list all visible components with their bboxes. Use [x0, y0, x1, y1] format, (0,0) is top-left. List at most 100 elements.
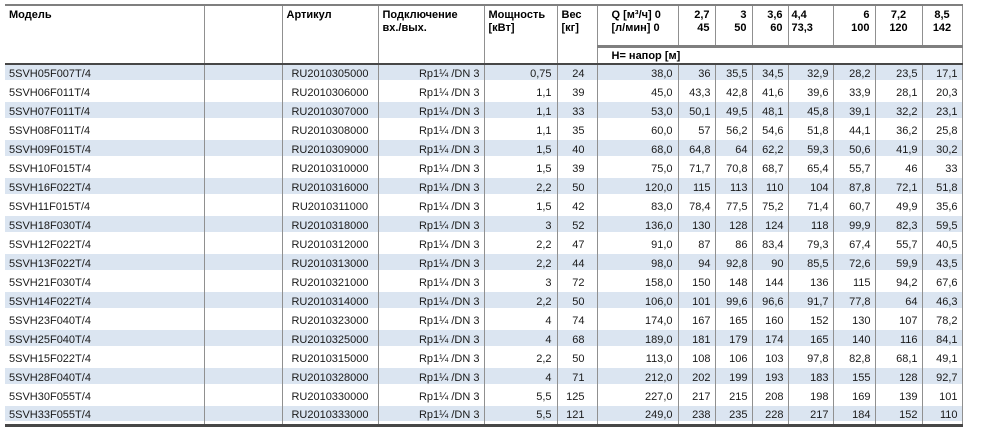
- connection-cell: Rp1¼ /DN 3: [378, 121, 485, 140]
- flow-m3h-value: 7,2: [890, 9, 907, 21]
- table-row: 5SVH28F040T/4 RU2010328000 Rp1¼ /DN 3 4 71 21…: [5, 368, 963, 387]
- head-value-cell: 70,8: [715, 159, 753, 178]
- head-value-cell: 181: [678, 330, 716, 349]
- model-cell: 5SVH10F015T/4: [5, 159, 205, 178]
- weight-cell: 42: [557, 197, 598, 216]
- column-header-spacer: [204, 5, 283, 65]
- article-cell: RU2010305000: [282, 64, 379, 83]
- weight-cell: 74: [557, 311, 598, 330]
- head-value-cell: 128: [715, 216, 753, 235]
- head-value-cell: 198: [788, 387, 834, 406]
- head-at-zero-cell: 227,0: [597, 387, 679, 406]
- head-value-cell: 32,9: [788, 64, 834, 83]
- head-value-cell: 35,5: [715, 64, 753, 83]
- head-value-cell: 41,6: [752, 83, 789, 102]
- connection-cell: Rp1¼ /DN 3: [378, 330, 485, 349]
- flow-m3h-value: 8,5: [934, 9, 950, 21]
- connection-cell: Rp1¼ /DN 3: [378, 368, 485, 387]
- head-value-cell: 56,2: [715, 121, 753, 140]
- article-cell: RU2010313000: [282, 254, 379, 273]
- column-header-flow-line2: [л/мин] 0: [611, 22, 660, 34]
- flow-m3h-value: 3,6: [767, 9, 783, 21]
- model-cell: 5SVH16F022T/4: [5, 178, 205, 197]
- head-value-cell: 106: [715, 349, 753, 368]
- column-header-connection: Подключение вх./вых.: [378, 5, 485, 65]
- table-row: 5SVH05F007T/4 RU2010305000 Rp1¼ /DN 3 0,75 2…: [5, 64, 963, 83]
- head-value-cell: 94,2: [875, 273, 923, 292]
- head-value-cell: 136: [788, 273, 834, 292]
- spacer-cell: [204, 387, 283, 406]
- head-at-zero-cell: 174,0: [597, 311, 679, 330]
- head-value-cell: 68,1: [875, 349, 923, 368]
- head-value-cell: 78,4: [678, 197, 716, 216]
- table-row: 5SVH08F011T/4 RU2010308000 Rp1¼ /DN 3 1,1 35…: [5, 121, 963, 140]
- head-value-cell: 90: [752, 254, 789, 273]
- flow-m3h-value: 4,4: [791, 9, 807, 21]
- head-value-cell: 33: [922, 159, 963, 178]
- column-header-connection-line1: Подключение: [382, 9, 458, 21]
- flow-lmin-value: 100: [851, 22, 870, 34]
- head-value-cell: 59,3: [788, 140, 834, 159]
- connection-cell: Rp1¼ /DN 3: [378, 273, 485, 292]
- connection-cell: Rp1¼ /DN 3: [378, 102, 485, 121]
- table-row: 5SVH09F015T/4 RU2010309000 Rp1¼ /DN 3 1,5 40…: [5, 140, 963, 159]
- head-value-cell: 99,9: [833, 216, 876, 235]
- table-row: 5SVH25F040T/4 RU2010325000 Rp1¼ /DN 3 4 68 18…: [5, 330, 963, 349]
- head-value-cell: 160: [752, 311, 789, 330]
- head-value-cell: 68,7: [752, 159, 789, 178]
- connection-cell: Rp1¼ /DN 3: [378, 254, 485, 273]
- head-value-cell: 45,8: [788, 102, 834, 121]
- head-value-cell: 97,8: [788, 349, 834, 368]
- spacer-cell: [204, 330, 283, 349]
- head-value-cell: 183: [788, 368, 834, 387]
- head-at-zero-cell: 249,0: [597, 406, 679, 425]
- weight-cell: 71: [557, 368, 598, 387]
- column-header-power: Мощность [кВт]: [484, 5, 558, 65]
- connection-cell: Rp1¼ /DN 3: [378, 140, 485, 159]
- head-value-cell: 140: [833, 330, 876, 349]
- head-value-cell: 115: [678, 178, 716, 197]
- weight-cell: 33: [557, 102, 598, 121]
- head-value-cell: 83,4: [752, 235, 789, 254]
- head-value-cell: 217: [678, 387, 716, 406]
- model-cell: 5SVH28F040T/4: [5, 368, 205, 387]
- head-value-cell: 87: [678, 235, 716, 254]
- spacer-cell: [204, 140, 283, 159]
- model-cell: 5SVH15F022T/4: [5, 349, 205, 368]
- article-cell: RU2010312000: [282, 235, 379, 254]
- connection-cell: Rp1¼ /DN 3: [378, 349, 485, 368]
- flow-lmin-value: 50: [734, 22, 747, 34]
- power-cell: 1,5: [484, 159, 558, 178]
- head-value-cell: 23,5: [875, 64, 923, 83]
- article-cell: RU2010306000: [282, 83, 379, 102]
- weight-cell: 24: [557, 64, 598, 83]
- head-value-cell: 36: [678, 64, 716, 83]
- head-value-cell: 55,7: [875, 235, 923, 254]
- head-value-cell: 130: [678, 216, 716, 235]
- header-row-head: Н= напор [м]: [5, 45, 963, 65]
- flow-column-header-3: 3,6 60: [752, 5, 789, 48]
- column-header-article: Артикул: [282, 5, 379, 65]
- head-at-zero-cell: 120,0: [597, 178, 679, 197]
- connection-cell: Rp1¼ /DN 3: [378, 235, 485, 254]
- head-value-cell: 43,3: [678, 83, 716, 102]
- spacer-cell: [204, 235, 283, 254]
- flow-column-header-6: 7,2 120: [875, 5, 923, 48]
- head-value-cell: 101: [678, 292, 716, 311]
- head-value-cell: 144: [752, 273, 789, 292]
- connection-cell: Rp1¼ /DN 3: [378, 83, 485, 102]
- power-cell: 5,5: [484, 387, 558, 406]
- flow-lmin-value: 60: [770, 22, 783, 34]
- table-row: 5SVH13F022T/4 RU2010313000 Rp1¼ /DN 3 2,2 44…: [5, 254, 963, 273]
- head-value-cell: 96,6: [752, 292, 789, 311]
- model-cell: 5SVH30F055T/4: [5, 387, 205, 406]
- head-value-cell: 148: [715, 273, 753, 292]
- head-value-cell: 50,1: [678, 102, 716, 121]
- weight-cell: 50: [557, 178, 598, 197]
- head-value-cell: 152: [875, 406, 923, 425]
- model-cell: 5SVH33F055T/4: [5, 406, 205, 425]
- head-value-cell: 49,1: [922, 349, 963, 368]
- head-value-cell: 82,8: [833, 349, 876, 368]
- power-cell: 2,2: [484, 254, 558, 273]
- weight-cell: 121: [557, 406, 598, 425]
